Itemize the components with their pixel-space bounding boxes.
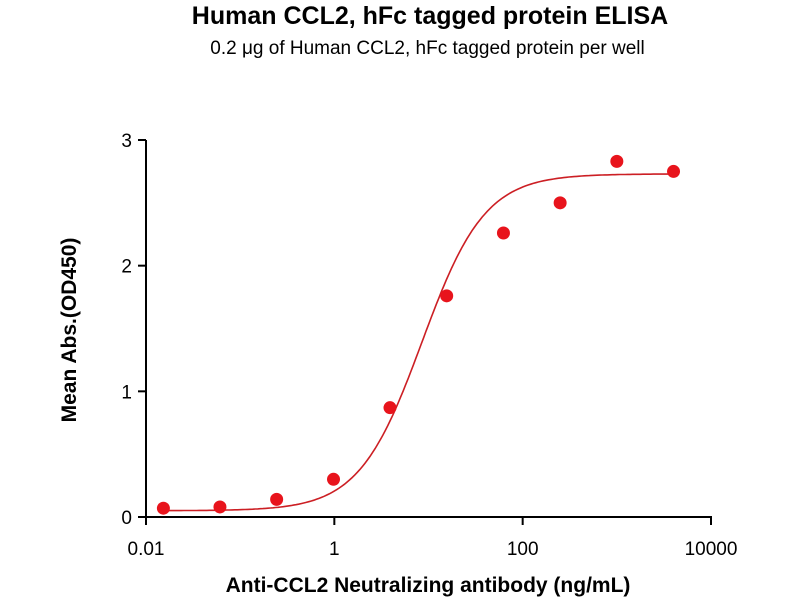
data-point	[327, 472, 341, 486]
y-tick-label: 2	[121, 257, 132, 278]
chart-title: Human CCL2, hFc tagged protein ELISA	[191, 2, 669, 30]
data-point	[270, 492, 284, 506]
x-tick-label: 10000	[685, 539, 738, 560]
chart-subtitle: 0.2 μg of Human CCL2, hFc tagged protein…	[210, 38, 645, 59]
data-point	[383, 401, 397, 415]
data-point	[610, 154, 624, 168]
data-point	[440, 289, 454, 303]
data-point	[667, 164, 681, 178]
y-tick-label: 1	[121, 382, 132, 403]
x-tick-label: 1	[329, 539, 340, 560]
data-point	[156, 501, 170, 515]
axes: 0.01 1 100 10000 0 1 2 3	[121, 131, 737, 560]
x-tick-label: 100	[507, 539, 539, 560]
y-axis-title: Mean Abs.(OD450)	[58, 238, 81, 423]
x-tick-label: 0.01	[128, 539, 165, 560]
y-tick-label: 3	[121, 131, 132, 152]
x-axis-title: Anti-CCL2 Neutralizing antibody (ng/mL)	[226, 574, 631, 597]
fit-curve	[163, 173, 674, 512]
y-tick-label: 0	[121, 508, 132, 529]
data-points	[156, 154, 681, 515]
data-point	[213, 500, 227, 514]
data-point	[496, 226, 510, 240]
data-point	[553, 196, 567, 210]
